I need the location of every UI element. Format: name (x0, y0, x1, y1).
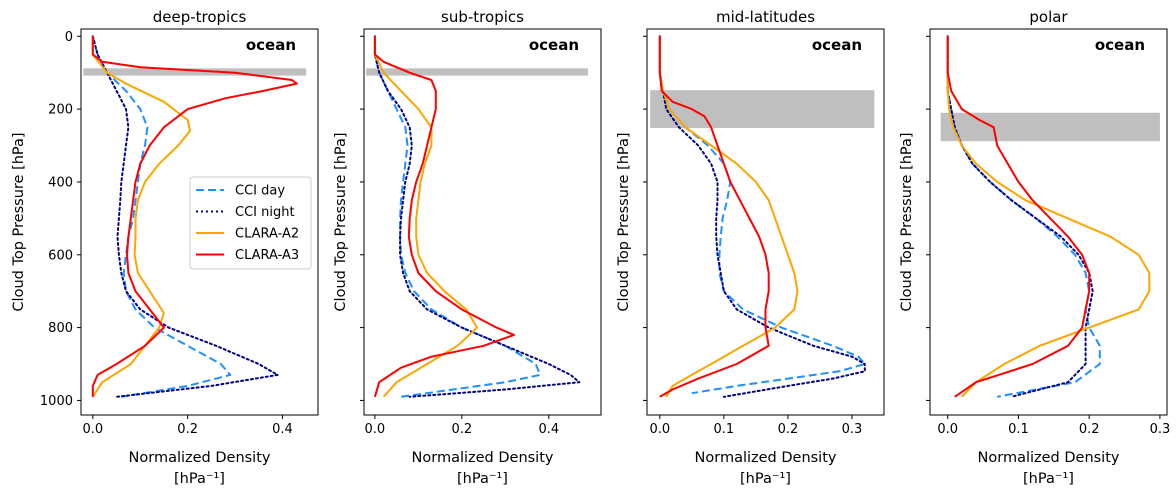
x-tick-label: 0.3 (1150, 422, 1171, 437)
series-line-clara-a3 (658, 36, 770, 398)
series-group (658, 35, 866, 398)
axes-frame (363, 28, 602, 416)
tropopause-band (83, 68, 307, 76)
x-tick-label: 0.1 (1008, 422, 1029, 437)
series-line-cci-night (658, 35, 866, 398)
series-line-clara-a2 (91, 36, 191, 398)
ocean-annotation: ocean (529, 36, 579, 54)
ocean-annotation: ocean (1095, 36, 1145, 54)
panel-sub-tropics: 0.0 0.2 0.4 sub-tropics ocean Normalized Dens… (333, 8, 602, 487)
y-axis-label: Cloud Top Pressure [hPa] (333, 132, 349, 311)
y-tick-label: 800 (48, 321, 73, 336)
y-axis-label: Cloud Top Pressure [hPa] (11, 132, 27, 311)
x-axis-unit: [hPa⁻¹] (740, 471, 791, 487)
series-line-clara-a3 (946, 36, 1091, 398)
series-line-cci-day (658, 36, 866, 395)
x-axis-label: Normalized Density (412, 450, 554, 466)
series-line-cci-day (946, 36, 1101, 398)
ocean-annotation: ocean (246, 36, 296, 54)
tropopause-band (650, 90, 875, 129)
series-line-cci-night (373, 35, 581, 398)
x-tick-label: 0.2 (177, 422, 198, 437)
series-line-cci-night (91, 35, 279, 398)
series-group (373, 35, 581, 398)
x-tick-label: 0.0 (83, 422, 104, 437)
x-tick-label: 0.4 (272, 422, 293, 437)
y-axis-label: Cloud Top Pressure [hPa] (616, 132, 632, 311)
panel-title: deep-tropics (153, 8, 247, 26)
ocean-annotation: ocean (812, 36, 862, 54)
legend-entry: CCI night (235, 205, 295, 220)
tropopause-band (366, 68, 588, 76)
panel-polar: 0.0 0.1 0.2 0.3 polar ocean Normalized Density… (899, 8, 1170, 487)
x-tick-label: 0.4 (538, 422, 559, 437)
legend: CCI day CCI night CLARA-A2 CLARA-A3 (189, 176, 312, 270)
y-tick-label: 400 (48, 175, 73, 190)
x-tick-label: 0.1 (714, 422, 735, 437)
panel-title: mid-latitudes (716, 8, 815, 26)
legend-entry: CCI day (235, 184, 285, 199)
x-axis-unit: [hPa⁻¹] (174, 471, 225, 487)
panel-title: polar (1029, 8, 1068, 26)
x-axis-label: Normalized Density (695, 450, 837, 466)
axes-frame (80, 28, 319, 416)
x-tick-label: 0.3 (842, 422, 863, 437)
y-tick-label: 1000 (40, 394, 73, 409)
series-group (946, 35, 1151, 398)
x-tick-label: 0.2 (1079, 422, 1100, 437)
y-tick-label: 600 (48, 248, 73, 263)
legend-box (189, 176, 312, 270)
series-line-clara-a3 (373, 36, 515, 398)
legend-entry: CLARA-A2 (235, 227, 299, 242)
x-axis-label: Normalized Density (129, 450, 271, 466)
panel-title: sub-tropics (441, 8, 524, 26)
x-tick-label: 0.0 (649, 422, 670, 437)
series-line-clara-a2 (658, 36, 799, 398)
x-tick-label: 0.0 (365, 422, 386, 437)
series-line-cci-day (91, 36, 232, 398)
y-tick-label: 200 (48, 103, 73, 118)
x-tick-label: 0.2 (452, 422, 473, 437)
series-line-clara-a2 (373, 36, 479, 398)
x-tick-label: 0.2 (778, 422, 799, 437)
x-tick-label: 0.0 (937, 422, 958, 437)
series-line-clara-a3 (91, 36, 298, 397)
x-axis-label: Normalized Density (978, 450, 1120, 466)
panel-deep-tropics: 0.0 0.2 0.4 0 200 400 600 800 1000 deep-tropics oc… (11, 8, 319, 487)
series-line-clara-a2 (946, 36, 1151, 398)
x-axis-unit: [hPa⁻¹] (1023, 471, 1074, 487)
panel-mid-latitudes: 0.0 0.1 0.2 0.3 mid-latitudes ocean Normalized… (616, 8, 885, 487)
y-axis-label: Cloud Top Pressure [hPa] (899, 132, 915, 311)
axes-frame (646, 28, 885, 416)
series-group (91, 35, 298, 398)
y-tick-label: 0 (65, 30, 73, 45)
x-axis-unit: [hPa⁻¹] (457, 471, 508, 487)
legend-entry: CLARA-A3 (235, 248, 299, 263)
series-line-cci-night (946, 35, 1094, 398)
axes-frame (929, 28, 1168, 416)
